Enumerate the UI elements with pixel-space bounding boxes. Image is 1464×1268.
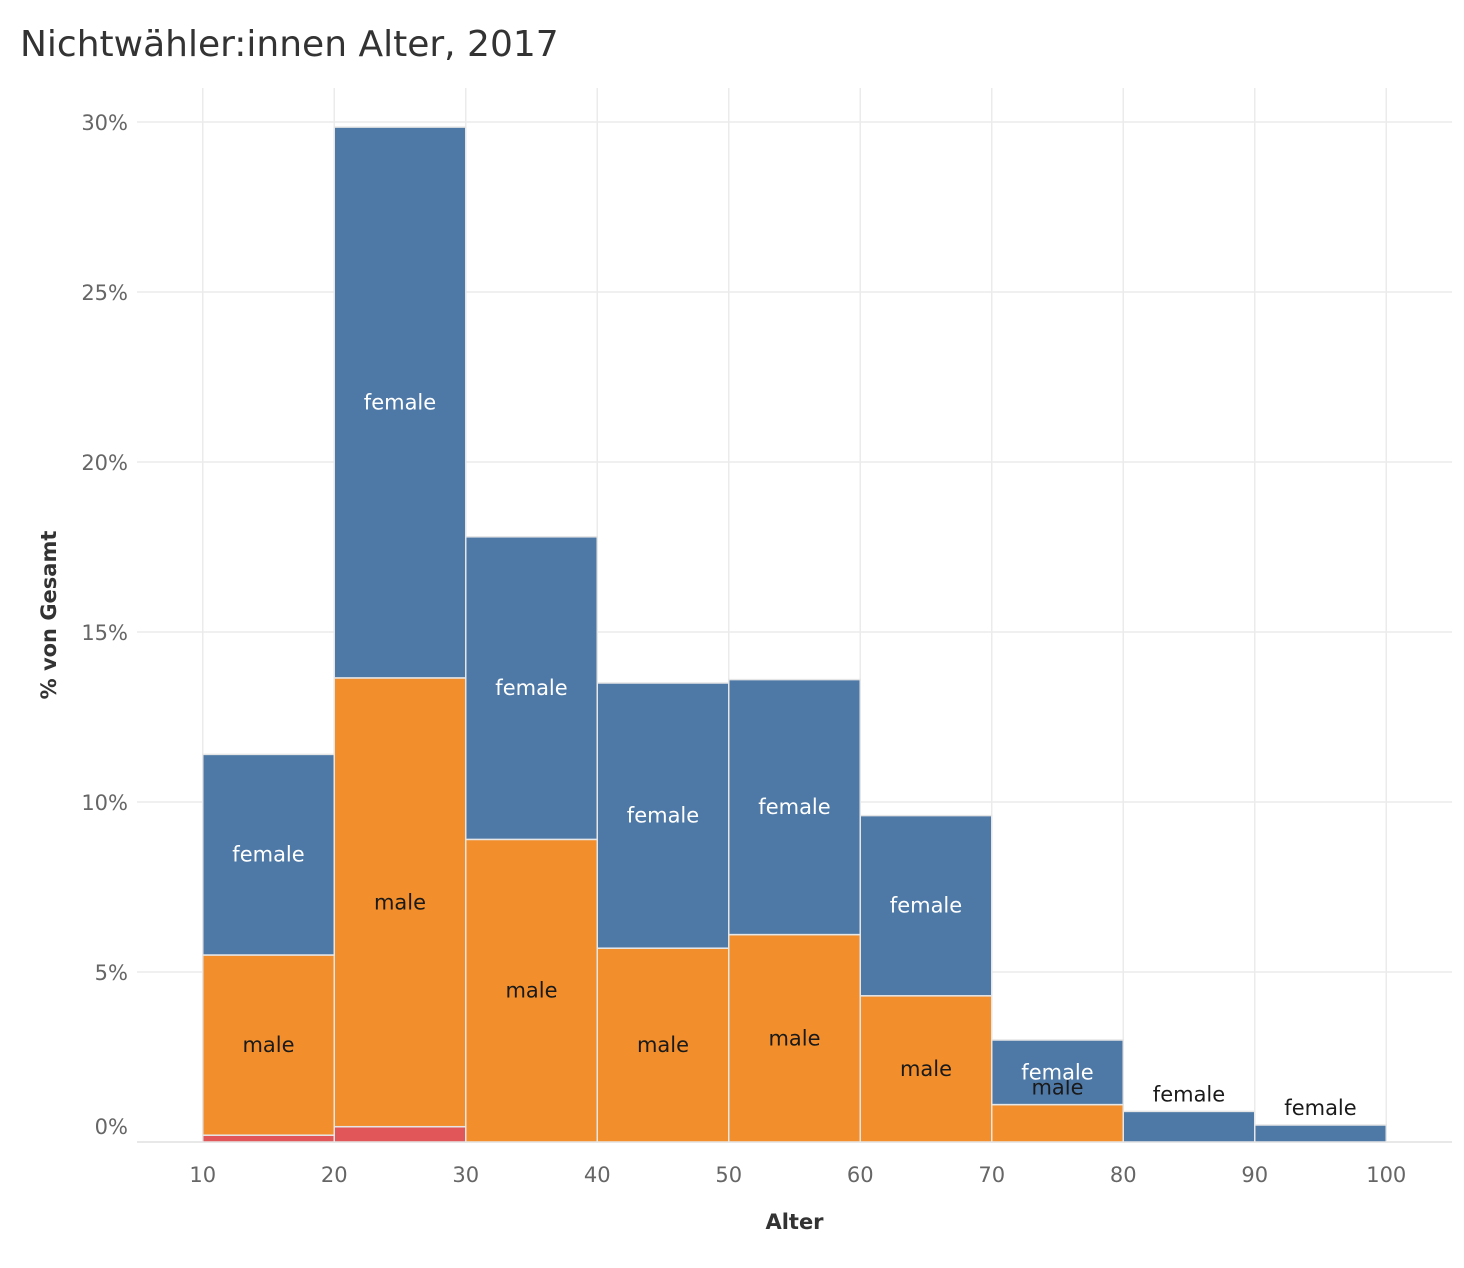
bar-segment-female-20-30 [333, 126, 467, 679]
bar-segment-female-60-70 [859, 814, 993, 997]
bar-segment-female-50-60 [728, 678, 861, 936]
x-tick-label: 70 [978, 1163, 1005, 1187]
bar-layer [202, 126, 1387, 1143]
y-axis-label: % von Gesamt [37, 531, 61, 700]
x-tick-label: 40 [584, 1163, 611, 1187]
x-tick-label: 20 [321, 1163, 348, 1187]
y-tick-label: 15% [81, 621, 128, 645]
x-tick-label: 30 [452, 1163, 479, 1187]
segment-label-female: female [495, 676, 567, 700]
segment-label-female: female [364, 391, 436, 415]
bar-segment-other-10-20 [202, 1134, 335, 1143]
y-tick-label: 30% [81, 111, 128, 135]
segment-label-female: female [890, 894, 962, 918]
axis-layer: 0% 5% 10% 15% 20% 25% 30% 10 20 30 40 50 60 70 80 90 100… [37, 111, 1406, 1234]
bar-segment-female-30-40 [465, 536, 598, 841]
bar-segment-male-50-60 [728, 933, 861, 1143]
y-tick-label: 5% [95, 961, 128, 985]
segment-label-male: male [505, 979, 557, 1003]
bar-segment-male-30-40 [465, 838, 598, 1143]
bar-segment-female-40-50 [596, 682, 730, 949]
bar-segment-female-90-100 [1254, 1124, 1387, 1143]
bar-segment-male-20-30 [333, 677, 467, 1128]
segment-label-layer: malefemalemalefemalemalefemalemalefemale… [232, 391, 1356, 1121]
segment-label-female: female [232, 843, 304, 867]
y-tick-label: 0% [95, 1115, 128, 1139]
x-tick-label: 80 [1110, 1163, 1137, 1187]
x-tick-label: 50 [715, 1163, 742, 1187]
segment-label-male: male [1031, 1076, 1083, 1100]
segment-label-male: male [242, 1033, 294, 1057]
bar-segment-female-70-80 [991, 1039, 1124, 1106]
segment-label-male: male [900, 1057, 952, 1081]
bar-segment-other-20-30 [333, 1125, 467, 1143]
y-tick-label: 25% [81, 281, 128, 305]
bar-segment-female-80-90 [1122, 1110, 1256, 1143]
y-tick-label: 10% [81, 791, 128, 815]
x-tick-label: 90 [1241, 1163, 1268, 1187]
segment-label-male: male [374, 890, 426, 914]
y-tick-label: 20% [81, 451, 128, 475]
chart-title: Nichtwähler:innen Alter, 2017 [20, 24, 559, 65]
x-tick-label: 100 [1366, 1163, 1406, 1187]
segment-label-male: male [768, 1026, 820, 1050]
segment-label-female: female [627, 804, 699, 828]
x-axis-label: Alter [765, 1210, 824, 1234]
segment-label-male: male [637, 1033, 689, 1057]
segment-label-female: female [758, 795, 830, 819]
segment-label-female: female [1021, 1060, 1093, 1084]
x-tick-label: 60 [847, 1163, 874, 1187]
segment-label-female: female [1153, 1082, 1225, 1106]
bar-segment-male-70-80 [991, 1103, 1124, 1143]
segment-label-female: female [1284, 1096, 1356, 1120]
x-tick-label: 10 [189, 1163, 216, 1187]
